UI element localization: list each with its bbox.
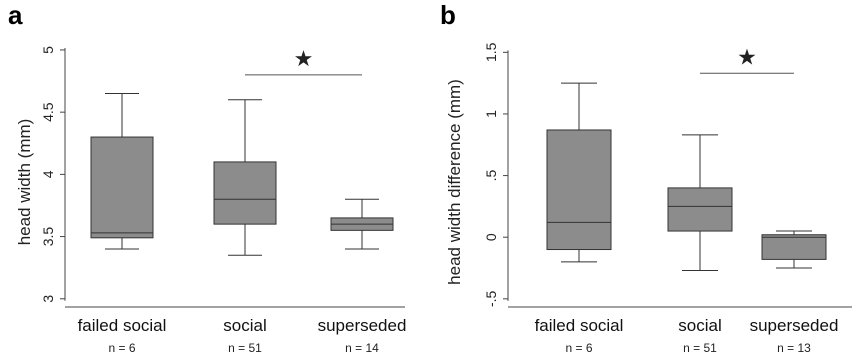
box-iqr <box>667 187 733 232</box>
box-iqr <box>213 161 277 225</box>
y-tick-label: 1.5 <box>483 42 499 62</box>
category-label: social <box>678 316 721 335</box>
y-axis-label-a: head width (mm) <box>15 119 34 246</box>
category-label: failed social <box>535 316 624 335</box>
panel-letter-b: b <box>440 0 456 30</box>
sample-size-label: n = 14 <box>345 341 379 355</box>
panel-b: b head width difference (mm) -.5 0 .5 1 1.5 f… <box>440 0 852 355</box>
box-iqr <box>546 129 612 251</box>
y-tick-label: 5 <box>40 46 56 54</box>
panel-a: a head width (mm) 3 3.5 4 4.5 5 failed social… <box>8 0 406 355</box>
y-tick-label: 4 <box>40 170 56 178</box>
y-tick-label: 1 <box>483 110 499 118</box>
y-tick-label: 0 <box>483 233 499 241</box>
y-tick-label: .5 <box>483 170 499 182</box>
category-label: failed social <box>78 316 167 335</box>
significance-star: ★ <box>294 47 314 72</box>
y-axis-label-b: head width difference (mm) <box>445 79 464 285</box>
box-iqr <box>761 234 827 260</box>
sample-size-label: n = 51 <box>228 341 262 355</box>
sample-size-label: n = 6 <box>565 341 592 355</box>
significance-star: ★ <box>737 45 757 70</box>
category-label: social <box>223 316 266 335</box>
panel-letter-a: a <box>8 0 23 30</box>
sample-size-label: n = 51 <box>683 341 717 355</box>
sample-size-label: n = 13 <box>777 341 811 355</box>
category-label: superseded <box>318 316 407 335</box>
box-iqr <box>90 136 154 239</box>
sample-size-label: n = 6 <box>108 341 135 355</box>
y-tick-label: 3 <box>40 295 56 303</box>
y-tick-label: 4.5 <box>40 102 56 122</box>
category-label: superseded <box>750 316 839 335</box>
y-tick-label: -.5 <box>483 290 499 307</box>
y-tick-label: 3.5 <box>40 227 56 247</box>
